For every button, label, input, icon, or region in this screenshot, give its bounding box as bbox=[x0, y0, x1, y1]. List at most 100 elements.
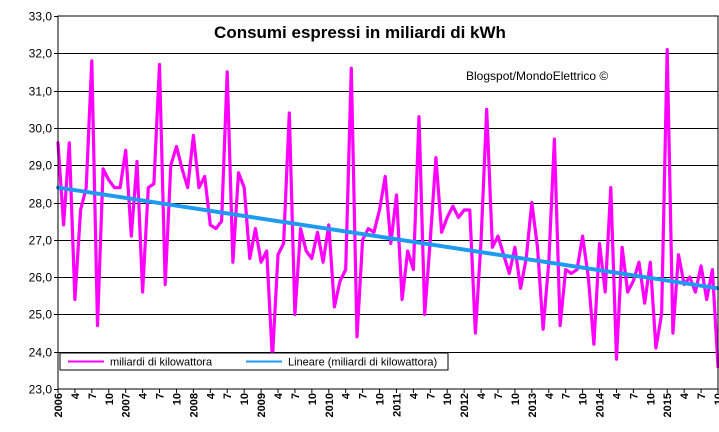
x-tick-label: 4 bbox=[408, 392, 420, 399]
data-point bbox=[96, 324, 99, 327]
data-point bbox=[694, 291, 697, 293]
data-point bbox=[170, 164, 172, 166]
series-line-consumption bbox=[56, 47, 719, 369]
data-point bbox=[243, 186, 245, 189]
x-tick-label: 7 bbox=[425, 393, 437, 399]
legend: miliardi di kilowattora Lineare (miliard… bbox=[59, 352, 449, 371]
data-point bbox=[480, 239, 482, 241]
x-tick-label: 7 bbox=[87, 393, 99, 399]
y-tick-label: 30,0 bbox=[29, 122, 53, 136]
data-point bbox=[260, 261, 262, 264]
data-point bbox=[666, 48, 668, 51]
data-point bbox=[373, 231, 375, 234]
data-point bbox=[108, 179, 110, 181]
data-point bbox=[553, 138, 556, 140]
data-point bbox=[474, 332, 477, 334]
data-point bbox=[124, 149, 127, 152]
data-point bbox=[615, 358, 618, 361]
data-point bbox=[435, 156, 437, 159]
x-tick-label: 10 bbox=[578, 393, 590, 405]
y-tick-label: 27,0 bbox=[29, 234, 53, 248]
data-point bbox=[316, 231, 319, 234]
data-point bbox=[378, 209, 381, 211]
x-tick-label: 2009 bbox=[256, 393, 268, 417]
data-point bbox=[677, 253, 680, 256]
y-tick-label: 28,0 bbox=[29, 197, 53, 211]
data-point bbox=[192, 134, 195, 137]
series-layer bbox=[56, 47, 719, 369]
legend-label-consumption: miliardi di kilowattora bbox=[110, 357, 213, 369]
data-point bbox=[621, 246, 623, 249]
data-point bbox=[158, 63, 161, 66]
data-point bbox=[333, 306, 336, 308]
data-point bbox=[328, 224, 330, 226]
y-tick-label: 24,0 bbox=[29, 346, 53, 360]
data-point bbox=[68, 142, 71, 144]
x-tick-label: 7 bbox=[290, 393, 302, 399]
data-point bbox=[294, 313, 296, 316]
legend-label-trend: Lineare (miliardi di kilowattora) bbox=[288, 357, 437, 369]
x-tick-label: 4 bbox=[341, 392, 353, 399]
data-point bbox=[215, 227, 217, 230]
data-point bbox=[689, 276, 691, 278]
credit-annotation: Blogspot/MondoElettrico © bbox=[466, 69, 608, 83]
y-axis-ticks: 23,0 24,0 25,0 26,0 27,0 28,0 29,0 30,0 31,0 32,0… bbox=[29, 10, 58, 397]
data-point bbox=[322, 261, 324, 264]
x-tick-label: 7 bbox=[561, 393, 573, 399]
data-point bbox=[638, 261, 640, 264]
data-point bbox=[643, 302, 646, 305]
data-point bbox=[491, 246, 494, 249]
x-tick-label: 10 bbox=[239, 393, 251, 405]
data-point bbox=[74, 298, 76, 301]
series-line-trend bbox=[56, 185, 719, 291]
x-tick-label: 7 bbox=[493, 393, 505, 399]
y-tick-label: 26,0 bbox=[29, 271, 53, 285]
data-point bbox=[85, 186, 87, 189]
data-point bbox=[254, 227, 257, 230]
data-point bbox=[581, 235, 584, 237]
data-point bbox=[610, 186, 612, 189]
data-point bbox=[91, 60, 93, 62]
data-point bbox=[469, 209, 471, 211]
x-tick-label: 7 bbox=[155, 393, 167, 399]
data-point bbox=[626, 291, 629, 293]
data-point bbox=[508, 272, 511, 275]
data-point bbox=[536, 246, 539, 249]
x-tick-label: 2008 bbox=[188, 393, 200, 417]
data-point bbox=[655, 347, 657, 349]
data-point bbox=[604, 291, 606, 293]
data-point bbox=[514, 246, 516, 249]
data-point bbox=[249, 257, 251, 260]
data-point bbox=[277, 253, 279, 256]
data-point bbox=[593, 343, 595, 346]
data-point bbox=[102, 168, 104, 170]
x-tick-label: 7 bbox=[628, 393, 640, 399]
data-point bbox=[672, 332, 674, 334]
data-point bbox=[164, 283, 166, 286]
data-point bbox=[113, 186, 116, 189]
data-point bbox=[175, 145, 178, 148]
data-point bbox=[288, 112, 291, 114]
data-point bbox=[485, 108, 488, 111]
y-tick-label: 29,0 bbox=[29, 159, 53, 173]
data-point bbox=[519, 287, 522, 290]
data-point bbox=[62, 224, 65, 226]
data-point bbox=[660, 313, 663, 316]
data-point bbox=[423, 313, 426, 316]
x-tick-label: 7 bbox=[696, 393, 708, 399]
data-point bbox=[390, 242, 392, 245]
x-tick-label: 10 bbox=[104, 393, 116, 405]
data-point bbox=[463, 209, 466, 211]
x-axis-ticks: 2006 4 7 10 2007 4 7 10 2008 4 7 10 2009 4 7 10 2010 4 7 10… bbox=[53, 389, 719, 417]
data-point bbox=[226, 71, 228, 73]
data-point bbox=[412, 268, 415, 271]
data-point bbox=[429, 239, 432, 241]
x-tick-label: 2015 bbox=[662, 393, 674, 417]
data-point bbox=[305, 250, 308, 252]
data-point bbox=[153, 183, 155, 185]
data-point bbox=[232, 261, 234, 264]
data-point bbox=[542, 328, 544, 331]
x-tick-label: 10 bbox=[442, 393, 454, 405]
data-point bbox=[141, 291, 144, 293]
data-point bbox=[209, 224, 212, 226]
